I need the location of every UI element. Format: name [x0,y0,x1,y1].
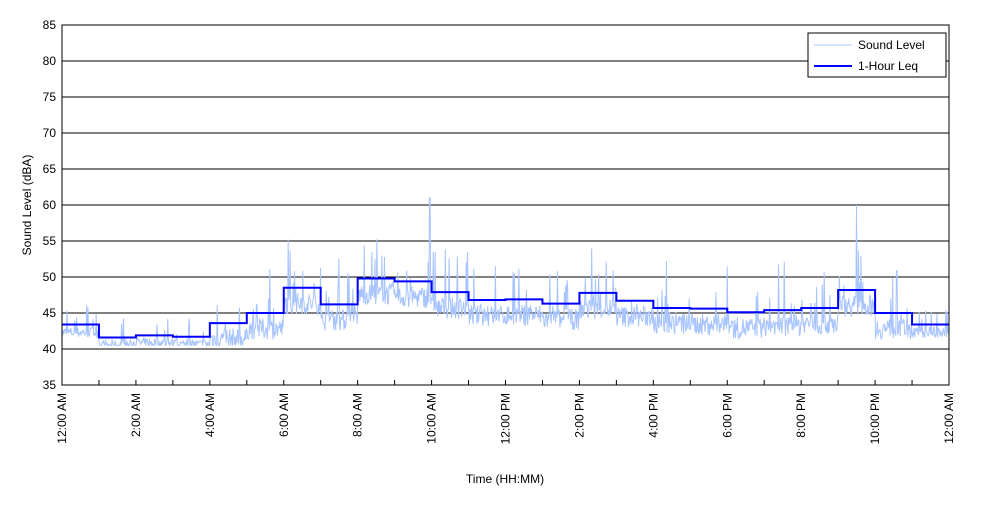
x-tick-label: 6:00 PM [720,393,734,438]
x-tick-label: 4:00 AM [203,393,217,437]
x-tick-label: 8:00 PM [794,393,808,438]
x-tick-label: 2:00 AM [129,393,143,437]
grid-lines [62,24,949,386]
x-tick-label: 6:00 AM [277,393,291,437]
y-tick-label: 50 [43,270,57,284]
y-tick-label: 45 [43,306,57,320]
x-tick-label: 12:00 PM [499,393,513,444]
x-tick-labels: 12:00 AM 2:00 AM 4:00 AM 6:00 AM 8:00 AM 10:0… [55,393,956,444]
y-tick-label: 80 [43,54,57,68]
y-tick-label: 75 [43,90,57,104]
y-axis-label: Sound Level (dBA) [20,155,34,256]
x-axis-label: Time (HH:MM) [466,472,544,486]
x-tick-label: 2:00 PM [572,393,586,438]
x-tick-label: 10:00 AM [425,393,439,444]
y-tick-label: 60 [43,198,57,212]
axis-ticks [61,380,950,385]
y-tick-label: 65 [43,162,57,176]
legend-label-1-hour-leq: 1-Hour Leq [858,59,918,73]
y-tick-label: 55 [43,234,57,248]
x-tick-label: 12:00 AM [55,393,69,444]
x-tick-label: 10:00 PM [868,393,882,444]
series-sound-level [61,197,950,348]
series-1-hour-leq [62,277,949,339]
y-tick-label: 70 [43,126,57,140]
legend-box [807,32,947,78]
x-tick-label: 8:00 AM [351,393,365,437]
y-tick-label: 35 [43,378,57,392]
x-tick-label: 4:00 PM [646,393,660,438]
plot-frame [61,24,950,386]
y-tick-label: 85 [43,18,57,32]
legend-label-sound-level: Sound Level [858,38,925,52]
x-tick-label: 12:00 AM [942,393,956,444]
y-tick-label: 40 [43,342,57,356]
y-tick-labels: 35 40 45 50 55 60 65 70 75 80 85 [43,18,57,392]
legend: Sound Level 1-Hour Leq [807,32,947,78]
